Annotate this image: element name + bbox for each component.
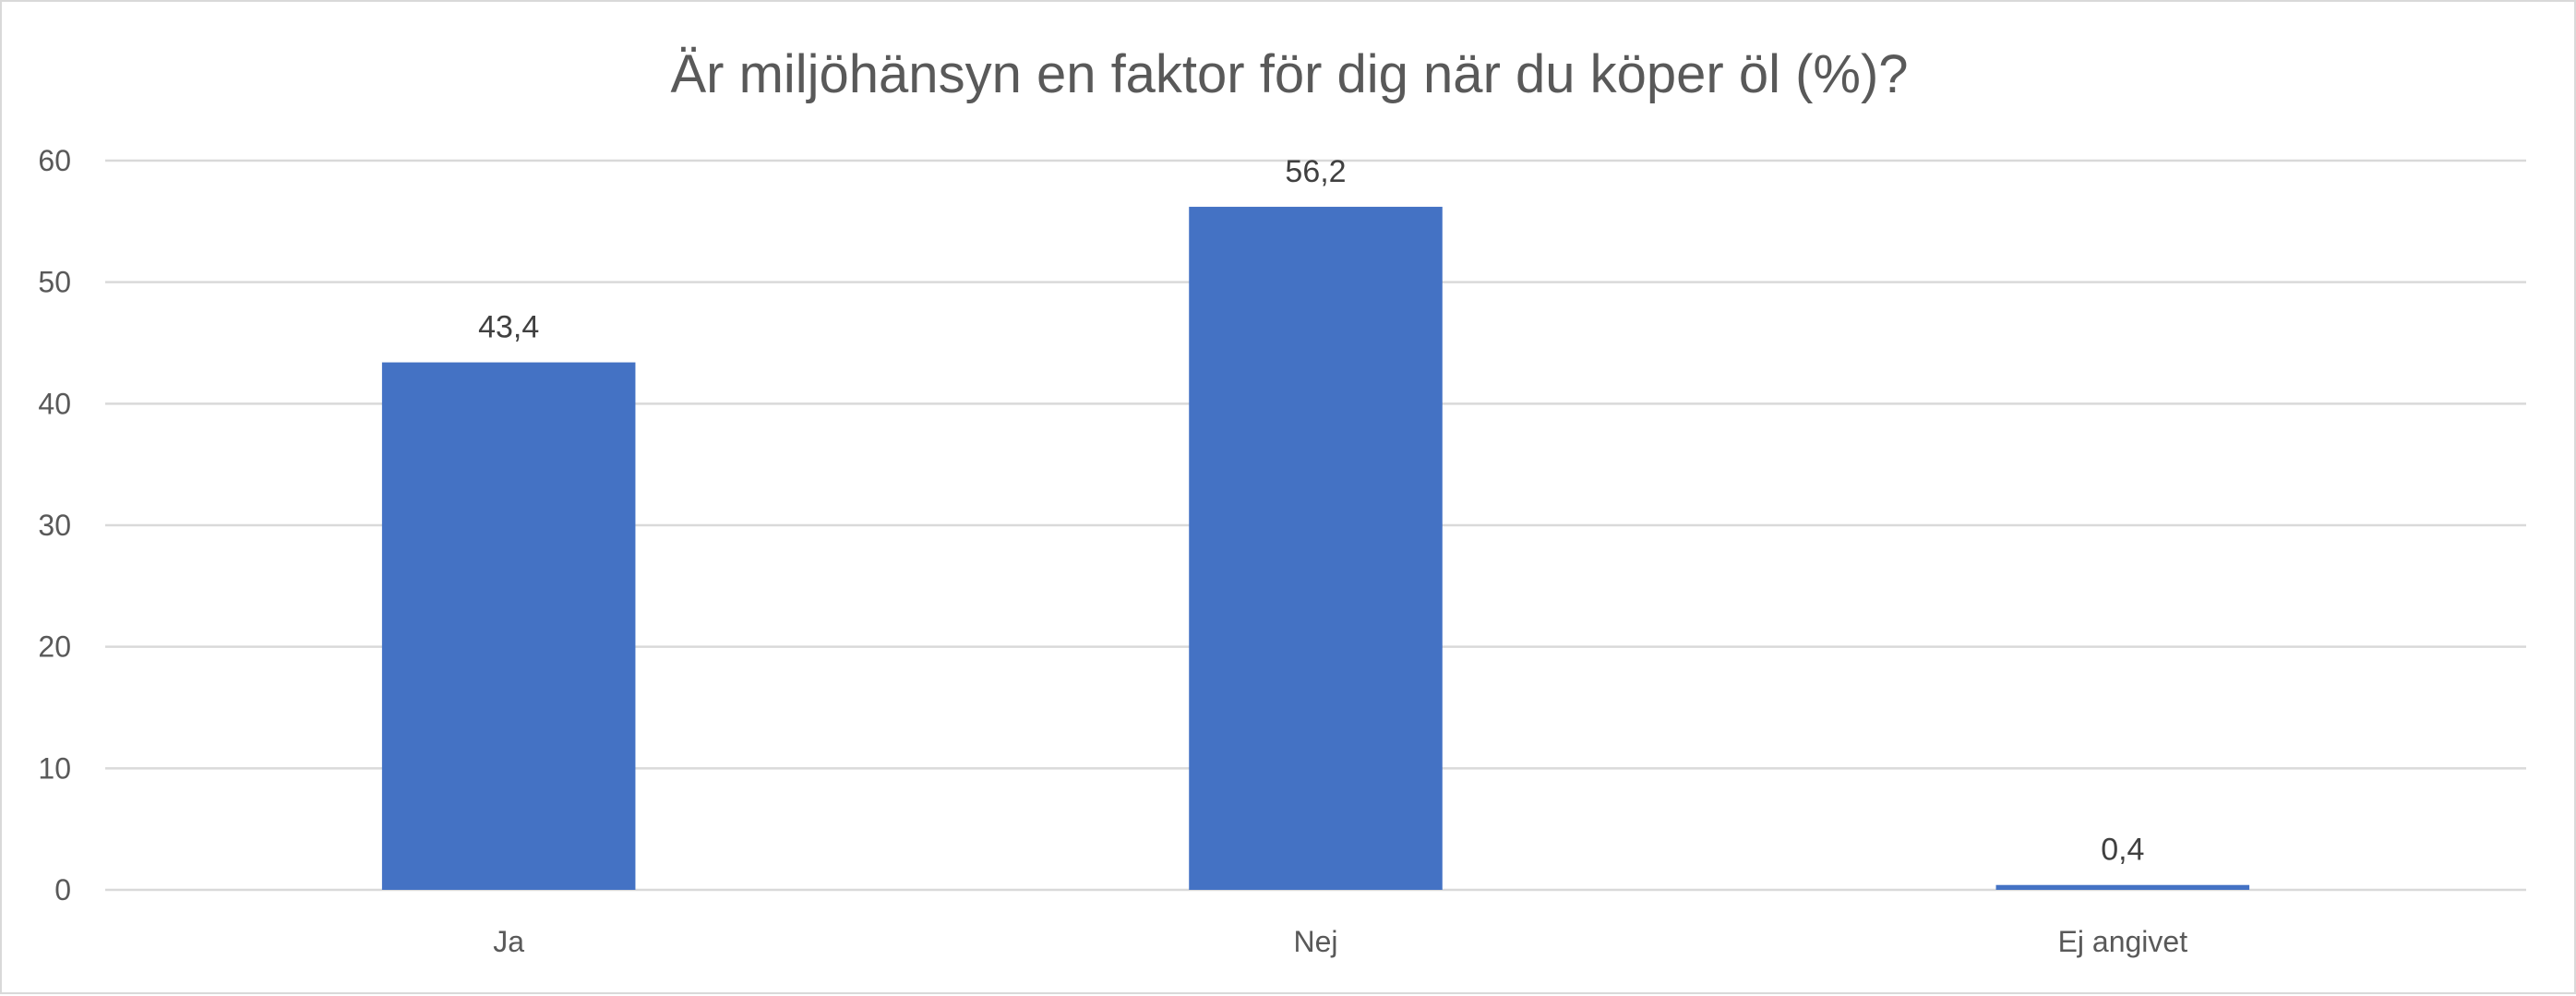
data-label: 43,4 xyxy=(478,310,539,345)
y-tick-label: 40 xyxy=(38,387,71,420)
y-tick-label: 30 xyxy=(38,509,71,542)
y-axis-ticks: 0 10 20 30 40 50 60 xyxy=(38,144,71,906)
bar-ja xyxy=(381,362,636,891)
bar-ej-angivet xyxy=(1995,884,2250,890)
y-tick-label: 20 xyxy=(38,630,71,664)
y-tick-label: 60 xyxy=(38,144,71,177)
data-label: 0,4 xyxy=(2101,833,2144,868)
y-tick-label: 10 xyxy=(38,751,71,785)
x-tick-label: Nej xyxy=(1293,925,1337,958)
bars xyxy=(381,207,2250,891)
x-tick-label: Ej angivet xyxy=(2058,925,2188,958)
x-axis-ticks: Ja Nej Ej angivet xyxy=(493,925,2187,958)
data-labels: 43,4 56,2 0,4 xyxy=(478,154,2144,868)
chart-title: Är miljöhänsyn en faktor för dig när du … xyxy=(670,44,1908,104)
y-tick-label: 50 xyxy=(38,266,71,299)
data-label: 56,2 xyxy=(1285,154,1346,189)
bar-nej xyxy=(1189,207,1443,891)
y-tick-label: 0 xyxy=(54,873,71,906)
x-tick-label: Ja xyxy=(493,925,524,958)
